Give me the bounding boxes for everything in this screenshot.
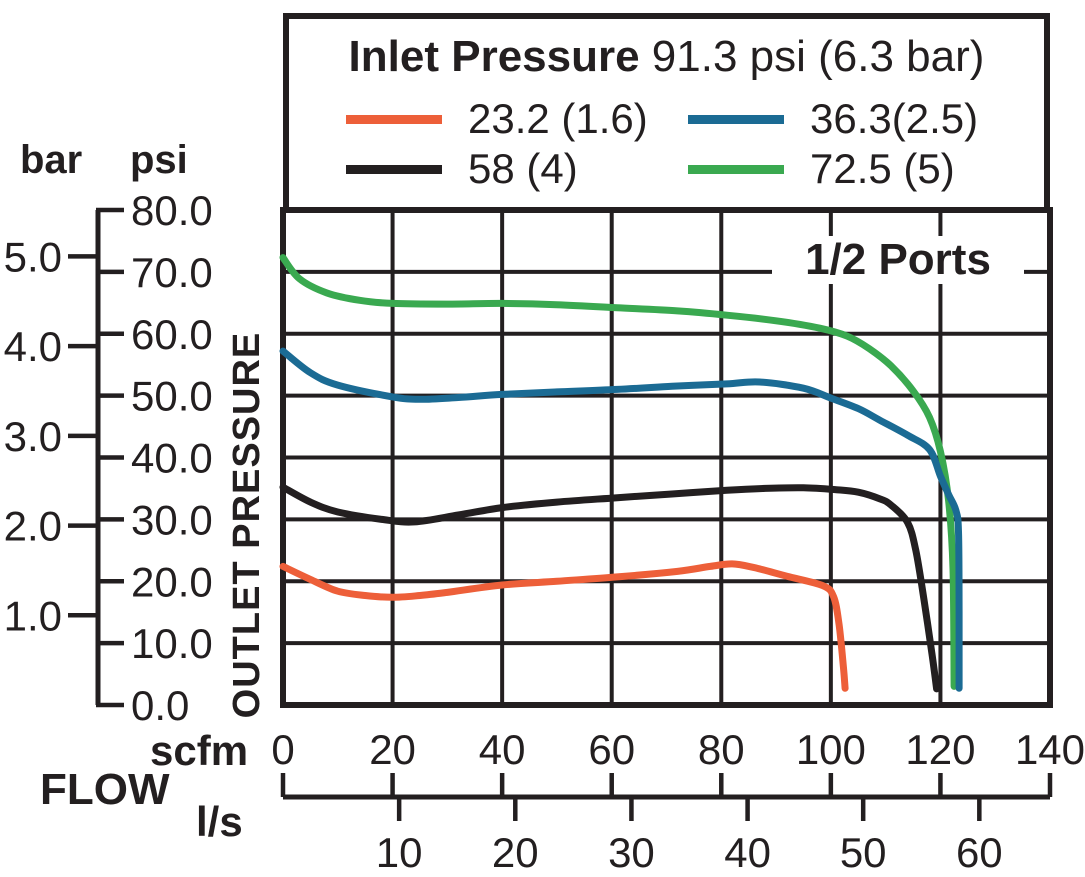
scfm-tick-label: 60 bbox=[588, 726, 635, 773]
ls-tick-label: 50 bbox=[840, 829, 887, 876]
blue-line-swatch bbox=[688, 114, 784, 124]
legend-item-label: 23.2 (1.6) bbox=[468, 95, 648, 142]
legend-title-bold: Inlet Pressure bbox=[348, 32, 640, 81]
ls-tick-label: 60 bbox=[956, 829, 1003, 876]
x-axis-scfm: 0 20 40 60 80 100 120 140 bbox=[271, 726, 1085, 773]
legend-item-label: 58 (4) bbox=[468, 145, 578, 192]
psi-tick-label: 40.0 bbox=[131, 435, 213, 482]
legend-item: 23.2 (1.6) bbox=[346, 95, 688, 143]
series-curve bbox=[279, 254, 958, 690]
ls-tick-label: 30 bbox=[608, 829, 655, 876]
bar-tick-label: 5.0 bbox=[4, 234, 62, 281]
x-axis-ls: 10 20 30 40 50 60 bbox=[280, 773, 1053, 876]
psi-tick-label: 10.0 bbox=[131, 620, 213, 667]
ports-annotation: 1/2 Ports bbox=[772, 236, 1024, 284]
legend-row: 23.2 (1.6) 36.3(2.5) bbox=[289, 95, 1044, 143]
legend-title: Inlet Pressure 91.3 psi (6.3 bar) bbox=[289, 33, 1044, 81]
legend-row: 58 (4) 72.5 (5) bbox=[289, 145, 1044, 193]
bar-tick-label: 4.0 bbox=[4, 323, 62, 370]
ls-unit-label: l/s bbox=[196, 798, 243, 845]
psi-tick-label: 60.0 bbox=[131, 311, 213, 358]
y-axis-title: OUTLET PRESSURE bbox=[226, 331, 268, 719]
psi-tick-label: 70.0 bbox=[131, 249, 213, 296]
scfm-tick-label: 20 bbox=[369, 726, 416, 773]
scfm-tick-label: 140 bbox=[1015, 726, 1085, 773]
series-curves bbox=[279, 254, 963, 693]
psi-tick-label: 20.0 bbox=[131, 558, 213, 605]
scfm-tick-label: 80 bbox=[698, 726, 745, 773]
y-axis-ruler: 80.0 70.0 60.0 50.0 40.0 30.0 20.0 10.0 0.0 5.0 4.… bbox=[4, 187, 213, 729]
ls-tick-label: 40 bbox=[724, 829, 771, 876]
black-line-swatch bbox=[346, 164, 442, 174]
orange-line-swatch bbox=[346, 114, 442, 124]
psi-unit-label: psi bbox=[130, 138, 188, 182]
bar-unit-label: bar bbox=[20, 138, 83, 182]
series-curve bbox=[279, 347, 963, 692]
legend-item: 58 (4) bbox=[346, 145, 688, 193]
series-curve bbox=[279, 483, 941, 693]
psi-tick-label: 0.0 bbox=[131, 682, 189, 729]
psi-tick-label: 50.0 bbox=[131, 373, 213, 420]
legend-box: Inlet Pressure 91.3 psi (6.3 bar) 23.2 (… bbox=[283, 13, 1050, 213]
legend-item: 72.5 (5) bbox=[688, 145, 955, 193]
bar-tick-label: 1.0 bbox=[4, 592, 62, 639]
scfm-tick-label: 100 bbox=[796, 726, 866, 773]
bar-tick-label: 3.0 bbox=[4, 413, 62, 460]
psi-tick-label: 80.0 bbox=[131, 187, 213, 234]
green-line-swatch bbox=[688, 164, 784, 174]
scfm-tick-label: 0 bbox=[271, 726, 294, 773]
ls-tick-label: 20 bbox=[492, 829, 539, 876]
legend-item-label: 36.3(2.5) bbox=[810, 95, 979, 142]
series-curve bbox=[279, 560, 849, 692]
bar-tick-label: 2.0 bbox=[4, 503, 62, 550]
legend-title-value: 91.3 psi (6.3 bar) bbox=[639, 32, 985, 81]
psi-tick-label: 30.0 bbox=[131, 496, 213, 543]
x-axis-title: FLOW bbox=[40, 765, 170, 814]
scfm-tick-label: 120 bbox=[905, 726, 975, 773]
legend-item-label: 72.5 (5) bbox=[810, 145, 955, 192]
scfm-unit-label: scfm bbox=[150, 727, 249, 774]
scfm-tick-label: 40 bbox=[479, 726, 526, 773]
ls-tick-label: 10 bbox=[376, 829, 423, 876]
legend-item: 36.3(2.5) bbox=[688, 95, 978, 143]
